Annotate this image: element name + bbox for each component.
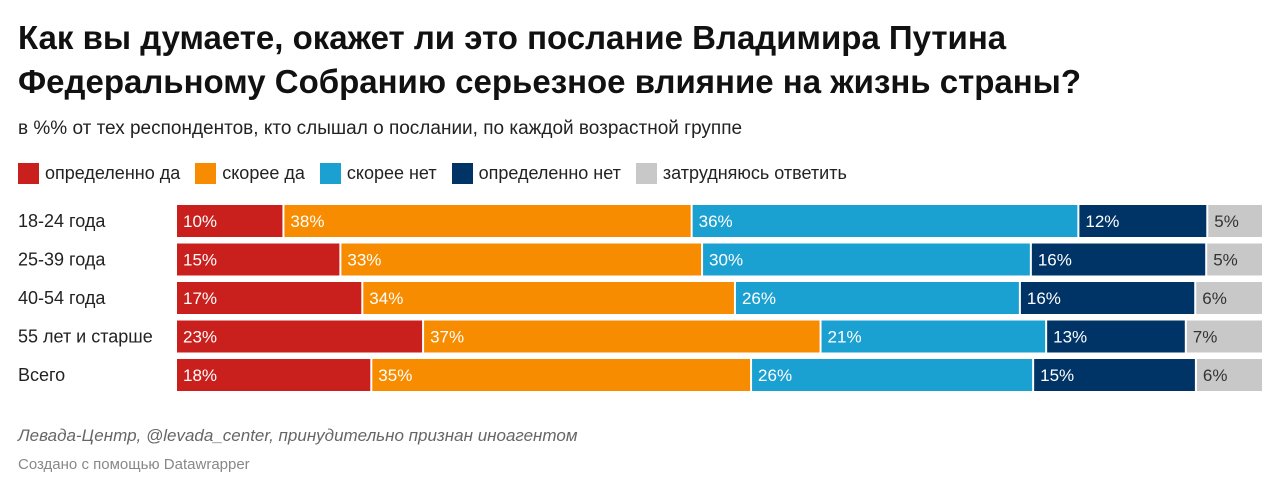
legend-label-definitely-yes: определенно да [45,162,181,183]
row-label: Всего [18,365,65,385]
data-label-rather-no: 21% [828,328,862,347]
bar-segment-rather-yes [341,243,702,276]
data-label-hard-to-say: 6% [1202,289,1227,308]
data-label-rather-no: 30% [709,251,743,270]
data-label-hard-to-say: 7% [1193,328,1218,347]
bar-segment-rather-no [735,282,1019,314]
legend-label-rather-no: скорее нет [346,162,437,183]
legend-label-hard-to-say: затрудняюсь ответить [662,162,847,183]
data-label-definitely-no: 16% [1027,289,1061,308]
data-label-definitely-no: 16% [1038,251,1072,270]
data-label-rather-yes: 37% [430,328,464,347]
bar-segment-rather-yes [372,359,751,391]
data-label-rather-yes: 38% [290,212,324,231]
data-label-definitely-no: 13% [1053,328,1087,347]
legend-swatch-definitely-no [451,162,473,184]
row-label: 18-24 года [18,211,106,231]
bar-segment-rather-no [703,243,1030,276]
data-label-definitely-yes: 17% [183,289,217,308]
legend-item-hard-to-say: затрудняюсь ответить [635,162,847,184]
row-label: 40-54 года [18,288,106,308]
source-note: Левада-Центр, @levada_center, принудител… [18,426,578,445]
bar-segment-rather-no [821,320,1046,353]
bar-segment-hard-to-say [1207,243,1262,276]
data-label-definitely-no: 12% [1085,212,1119,231]
data-label-hard-to-say: 6% [1203,366,1228,385]
bar-segment-definitely-no [1031,243,1206,276]
row-label: 25-39 года [18,250,106,270]
legend-item-rather-yes: скорее да [195,162,305,184]
bar-segment-definitely-no [1079,205,1207,237]
row-label: 55 лет и старше [18,327,153,347]
bar-segment-hard-to-say [1196,282,1262,314]
bar-segment-hard-to-say [1186,320,1262,353]
data-label-rather-yes: 34% [369,289,403,308]
bar-segment-hard-to-say [1196,359,1262,391]
data-label-definitely-yes: 18% [183,366,217,385]
data-label-definitely-yes: 10% [183,212,217,231]
bar-segment-rather-no [692,205,1078,237]
bar-segment-definitely-yes [177,243,340,276]
legend-swatch-rather-yes [195,162,217,184]
data-label-definitely-no: 15% [1040,366,1074,385]
legend-swatch-rather-no [319,162,341,184]
bar-segment-rather-no [752,359,1033,391]
legend-swatch-definitely-yes [18,162,39,184]
legend-item-rather-no: скорее нет [319,162,437,184]
bar-segment-rather-yes [284,205,691,237]
data-label-rather-yes: 35% [378,366,412,385]
bar-segment-definitely-yes [177,282,362,314]
data-label-hard-to-say: 5% [1214,212,1239,231]
credit-note: Создано с помощью Datawrapper [18,456,250,473]
data-label-rather-no: 26% [758,366,792,385]
data-label-hard-to-say: 5% [1213,251,1238,270]
legend-swatch-hard-to-say [635,162,657,184]
bar-segment-definitely-no [1020,282,1195,314]
chart-title: Как вы думаете, окажет ли это послание В… [18,19,1082,100]
bar-segment-rather-yes [424,320,820,353]
bar-segment-definitely-yes [177,205,283,237]
legend-label-rather-yes: скорее да [222,162,305,183]
data-label-definitely-yes: 15% [183,251,217,270]
bar-segment-definitely-no [1034,359,1195,391]
data-label-rather-no: 36% [699,212,733,231]
data-label-rather-yes: 33% [347,251,381,270]
data-label-definitely-yes: 23% [183,328,217,347]
bar-segment-definitely-no [1047,320,1185,353]
data-label-rather-no: 26% [742,289,776,308]
bar-segment-definitely-yes [177,320,423,353]
chart-subtitle: в %% от тех респондентов, кто слышал о п… [18,118,743,139]
legend: определенно да скорее да скорее нет опре… [18,161,862,185]
bar-segment-hard-to-say [1208,205,1262,237]
legend-label-definitely-no: определенно нет [478,162,621,183]
legend-item-definitely-yes: определенно да [18,162,181,184]
legend-item-definitely-no: определенно нет [451,162,621,184]
bar-segment-rather-yes [363,282,734,314]
stacked-bar-chart: 18-24 года 10% 38% 36% 12% 5% 25-39 года 15% 33%… [18,205,1262,391]
bar-segment-definitely-yes [177,359,371,391]
